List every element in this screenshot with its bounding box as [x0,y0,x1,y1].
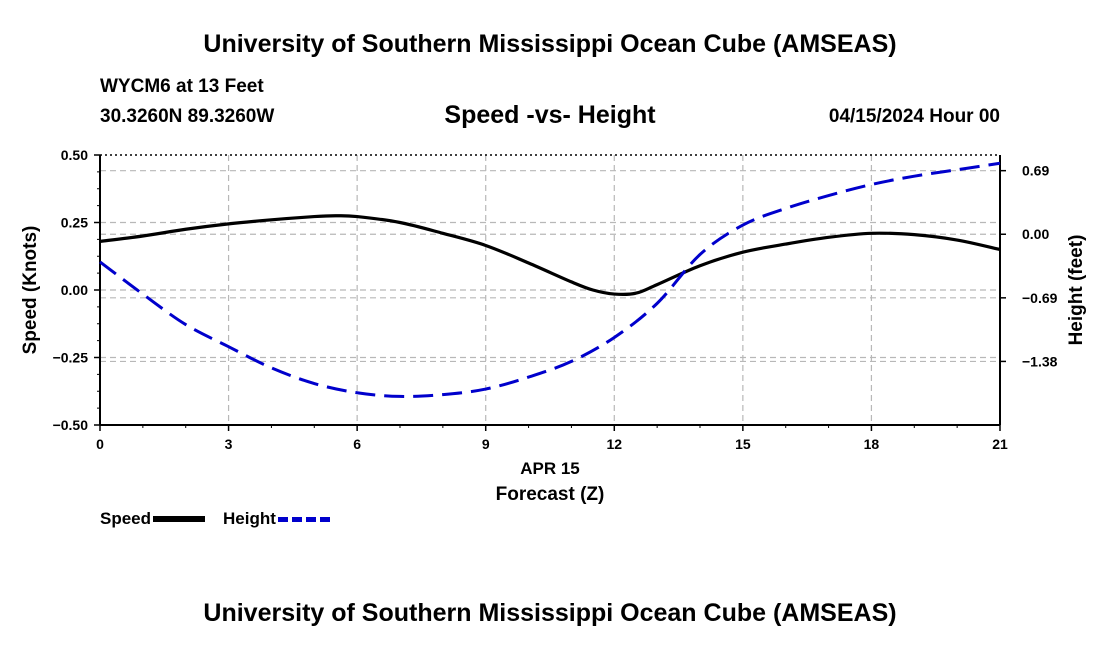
y-tick-label-left: 0.00 [61,282,88,298]
y-axis-label-right: Height (feet) [1066,235,1087,346]
forecast-date: 04/15/2024 Hour 00 [828,106,1000,127]
legend-item-height: Height [223,509,330,529]
y-tick-label-left: 0.25 [61,215,88,231]
chart-legend: Speed Height [100,509,348,529]
y-tick-label-left: −0.50 [53,417,89,433]
y-tick-label-right: 0.69 [1022,163,1049,179]
x-axis-label: Forecast (Z) [496,484,605,505]
legend-label-speed: Speed [100,509,152,528]
x-axis-sublabel: APR 15 [520,459,580,478]
page-title-bottom: University of Southern Mississippi Ocean… [203,599,897,627]
y-tick-label-right: −1.38 [1022,353,1058,369]
y-tick-label-right: 0.00 [1022,226,1049,242]
legend-swatch-speed [153,516,206,522]
x-tick-label: 6 [353,436,361,452]
coordinates-label: 30.3260N 89.3260W [100,106,275,127]
x-tick-label: 9 [482,436,490,452]
x-tick-label: 0 [96,436,104,452]
series-line-height [99,161,1001,398]
legend-swatch-height [277,516,330,522]
legend-item-speed: Speed [100,509,206,529]
x-tick-label: 18 [864,436,880,452]
y-tick-label-left: −0.25 [53,350,89,366]
x-tick-label: 21 [992,436,1008,452]
y-axis-label-left: Speed (Knots) [20,226,41,355]
y-tick-label-left: 0.50 [61,147,88,163]
chart-subtitle: Speed -vs- Height [444,101,656,129]
legend-label-height: Height [223,509,276,528]
x-tick-label: 15 [735,436,751,452]
y-tick-label-right: −0.69 [1022,290,1058,306]
x-tick-label: 12 [606,436,622,452]
series-line-speed [99,214,1001,297]
station-label: WYCM6 at 13 Feet [100,76,264,97]
page-title-top: University of Southern Mississippi Ocean… [203,30,897,58]
x-tick-label: 3 [225,436,233,452]
